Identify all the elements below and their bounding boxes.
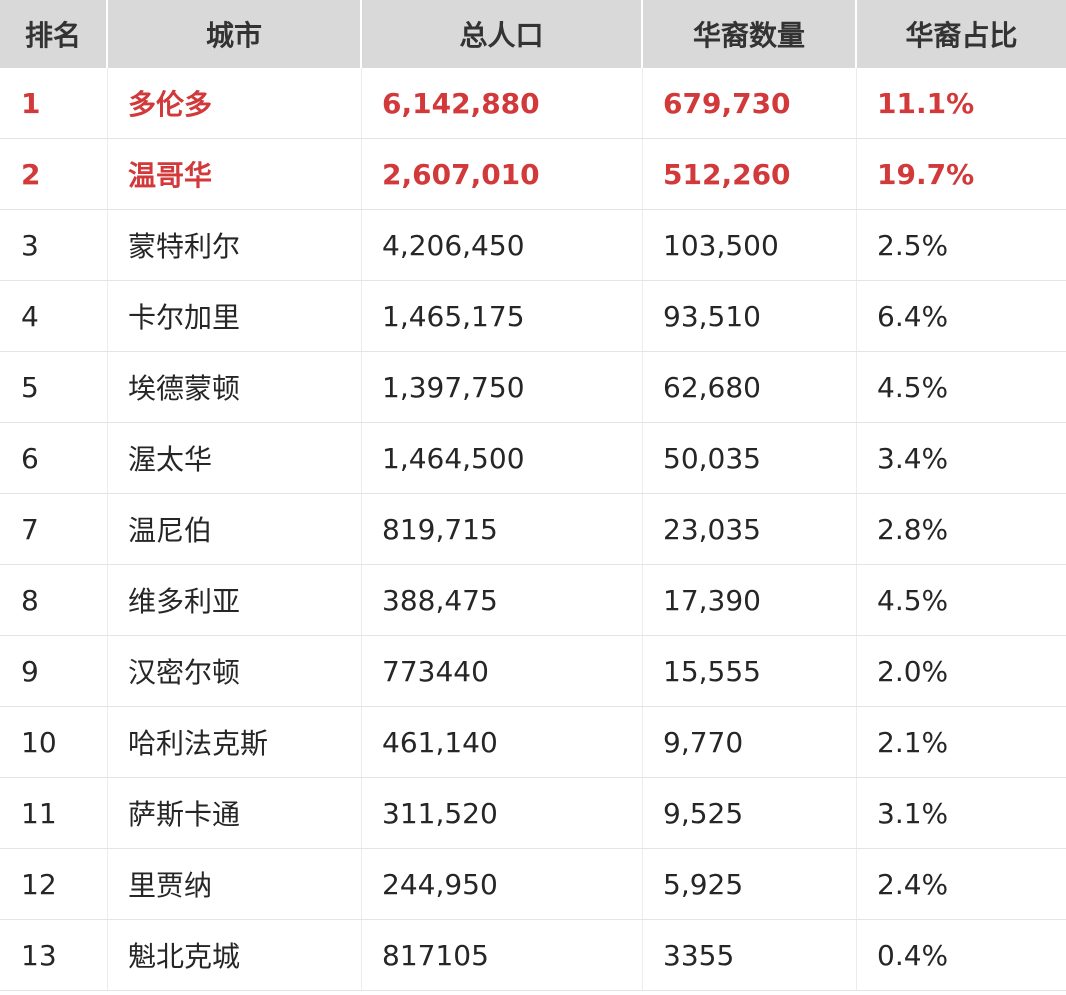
cell-chinese-count: 50,035 bbox=[643, 423, 857, 493]
cell-rank: 4 bbox=[0, 281, 108, 351]
header-chinese-pct: 华裔占比 bbox=[905, 19, 1018, 52]
cell-chinese-pct: 2.5% bbox=[877, 228, 949, 262]
cell-population: 817105 bbox=[362, 920, 643, 990]
cell-chinese-count: 512,260 bbox=[643, 139, 857, 209]
cell-chinese-count: 9,770 bbox=[643, 707, 857, 777]
cell-chinese-count: 5,925 bbox=[643, 849, 857, 919]
table-row: 3 蒙特利尔 4,206,450 103,500 2.5% bbox=[0, 210, 1066, 281]
table-row: 8 维多利亚 388,475 17,390 4.5% bbox=[0, 565, 1066, 636]
cell-rank: 11 bbox=[0, 778, 108, 848]
table-row: 11 萨斯卡通 311,520 9,525 3.1% bbox=[0, 778, 1066, 849]
cell-chinese-pct: 11.1% bbox=[877, 86, 975, 120]
cell-rank: 13 bbox=[0, 920, 108, 990]
cell-chinese-pct: 2.1% bbox=[877, 725, 949, 759]
cell-city: 维多利亚 bbox=[108, 565, 362, 635]
cell-rank: 6 bbox=[0, 423, 108, 493]
table-header: 排名 城市 总人口 华裔数量 华裔占比 bbox=[0, 0, 1066, 68]
cell-population: 4,206,450 bbox=[362, 210, 643, 280]
cell-population: 1,465,175 bbox=[362, 281, 643, 351]
table-row: 1 多伦多 6,142,880 679,730 11.1% bbox=[0, 68, 1066, 139]
cell-chinese-count: 679,730 bbox=[643, 68, 857, 138]
cell-chinese-pct: 3.1% bbox=[877, 796, 949, 830]
table-row: 13 魁北克城 817105 3355 0.4% bbox=[0, 920, 1066, 991]
table-row: 10 哈利法克斯 461,140 9,770 2.1% bbox=[0, 707, 1066, 778]
table-row: 2 温哥华 2,607,010 512,260 19.7% bbox=[0, 139, 1066, 210]
cell-chinese-pct: 4.5% bbox=[877, 583, 949, 617]
cell-rank: 2 bbox=[0, 139, 108, 209]
cell-chinese-pct: 2.0% bbox=[877, 654, 949, 688]
header-population: 总人口 bbox=[362, 0, 643, 68]
cell-city: 温哥华 bbox=[108, 139, 362, 209]
table-row: 6 渥太华 1,464,500 50,035 3.4% bbox=[0, 423, 1066, 494]
cell-chinese-pct: 6.4% bbox=[877, 299, 949, 333]
cell-city: 萨斯卡通 bbox=[108, 778, 362, 848]
cell-city: 汉密尔顿 bbox=[108, 636, 362, 706]
cell-chinese-count: 93,510 bbox=[643, 281, 857, 351]
cell-rank: 8 bbox=[0, 565, 108, 635]
cell-rank: 7 bbox=[0, 494, 108, 564]
cell-city: 埃德蒙顿 bbox=[108, 352, 362, 422]
cell-population: 1,397,750 bbox=[362, 352, 643, 422]
cell-population: 819,715 bbox=[362, 494, 643, 564]
table-row: 7 温尼伯 819,715 23,035 2.8% bbox=[0, 494, 1066, 565]
cell-population: 1,464,500 bbox=[362, 423, 643, 493]
cell-population: 311,520 bbox=[362, 778, 643, 848]
cell-chinese-pct: 19.7% bbox=[877, 157, 975, 191]
cell-population: 388,475 bbox=[362, 565, 643, 635]
cell-city: 温尼伯 bbox=[108, 494, 362, 564]
cell-rank: 9 bbox=[0, 636, 108, 706]
header-rank: 排名 bbox=[0, 0, 108, 68]
cell-population: 6,142,880 bbox=[362, 68, 643, 138]
cell-population: 461,140 bbox=[362, 707, 643, 777]
cell-city: 魁北克城 bbox=[108, 920, 362, 990]
cell-chinese-count: 62,680 bbox=[643, 352, 857, 422]
cell-chinese-count: 3355 bbox=[643, 920, 857, 990]
table-row: 12 里贾纳 244,950 5,925 2.4% bbox=[0, 849, 1066, 920]
cell-chinese-count: 9,525 bbox=[643, 778, 857, 848]
table-row: 4 卡尔加里 1,465,175 93,510 6.4% bbox=[0, 281, 1066, 352]
cell-rank: 1 bbox=[0, 68, 108, 138]
cell-chinese-pct: 4.5% bbox=[877, 370, 949, 404]
cell-chinese-pct: 0.4% bbox=[877, 938, 949, 972]
cell-population: 2,607,010 bbox=[362, 139, 643, 209]
header-chinese-count: 华裔数量 bbox=[643, 0, 857, 68]
cell-city: 渥太华 bbox=[108, 423, 362, 493]
cell-population: 244,950 bbox=[362, 849, 643, 919]
cell-chinese-count: 17,390 bbox=[643, 565, 857, 635]
cell-chinese-pct: 3.4% bbox=[877, 441, 949, 475]
cell-city: 蒙特利尔 bbox=[108, 210, 362, 280]
cell-rank: 10 bbox=[0, 707, 108, 777]
cell-rank: 5 bbox=[0, 352, 108, 422]
cell-chinese-count: 15,555 bbox=[643, 636, 857, 706]
cell-chinese-pct: 2.4% bbox=[877, 867, 949, 901]
cell-chinese-count: 23,035 bbox=[643, 494, 857, 564]
table-row: 5 埃德蒙顿 1,397,750 62,680 4.5% bbox=[0, 352, 1066, 423]
cell-city: 里贾纳 bbox=[108, 849, 362, 919]
header-city: 城市 bbox=[108, 0, 362, 68]
cell-chinese-count: 103,500 bbox=[643, 210, 857, 280]
table-row: 9 汉密尔顿 773440 15,555 2.0% bbox=[0, 636, 1066, 707]
cell-rank: 3 bbox=[0, 210, 108, 280]
cell-city: 卡尔加里 bbox=[108, 281, 362, 351]
cell-population: 773440 bbox=[362, 636, 643, 706]
cell-city: 哈利法克斯 bbox=[108, 707, 362, 777]
cell-rank: 12 bbox=[0, 849, 108, 919]
cell-chinese-pct: 2.8% bbox=[877, 512, 949, 546]
cell-city: 多伦多 bbox=[108, 68, 362, 138]
